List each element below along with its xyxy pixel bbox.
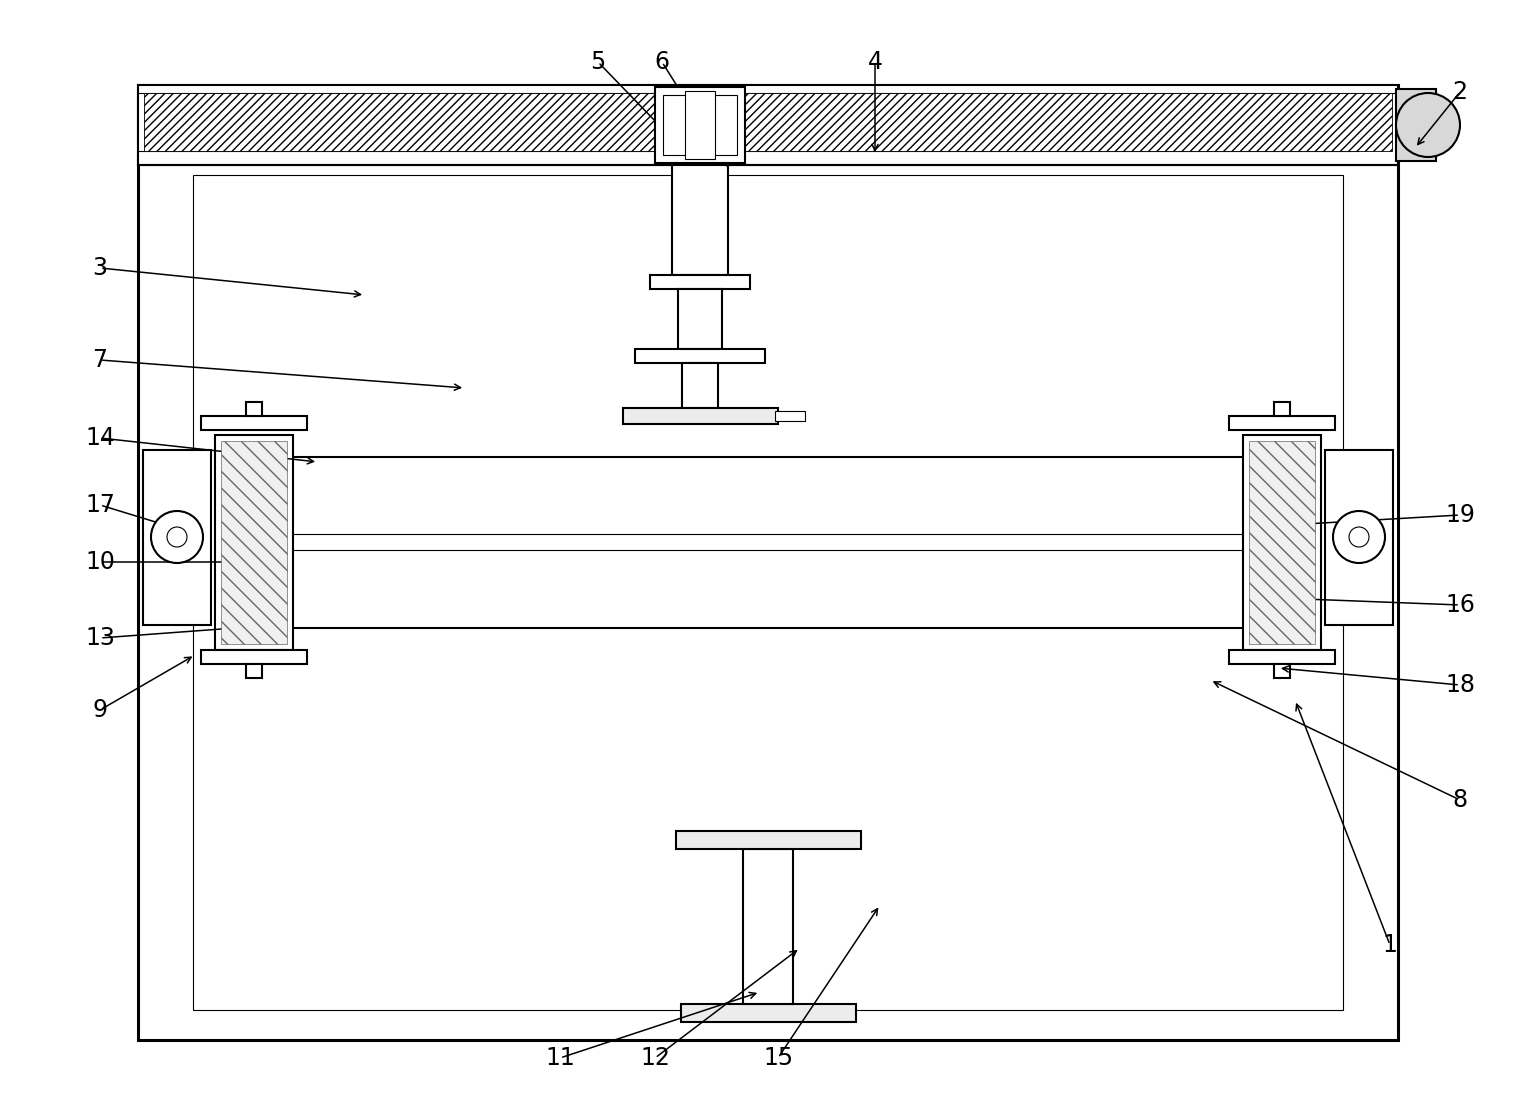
Bar (1325, 450, 1394, 626)
Text: 17: 17 (85, 493, 114, 518)
Text: 4: 4 (868, 50, 882, 73)
Bar (215, 435, 292, 650)
Bar (201, 416, 308, 430)
Bar (1229, 416, 1336, 430)
Text: 16: 16 (1445, 593, 1474, 617)
Bar (1397, 89, 1436, 161)
Text: 11: 11 (545, 1046, 574, 1070)
Text: 12: 12 (640, 1046, 670, 1070)
Text: 1: 1 (1383, 933, 1398, 957)
Circle shape (151, 511, 203, 563)
Bar (1249, 441, 1314, 644)
Bar (145, 93, 1392, 151)
Text: 2: 2 (1453, 80, 1468, 104)
Bar (663, 95, 737, 155)
Bar (139, 85, 1398, 165)
Text: 3: 3 (93, 256, 108, 280)
Bar (1229, 650, 1336, 664)
Text: 14: 14 (85, 426, 114, 450)
Bar (1275, 402, 1290, 416)
Bar (681, 1004, 856, 1022)
Text: 8: 8 (1453, 788, 1468, 812)
Bar (678, 289, 722, 349)
Bar (201, 650, 308, 664)
Bar (650, 275, 749, 289)
Bar (247, 664, 262, 678)
Bar (247, 402, 262, 416)
Bar (1275, 664, 1290, 678)
Text: 15: 15 (763, 1046, 793, 1070)
Bar (193, 175, 1343, 1009)
Text: 6: 6 (655, 50, 670, 73)
Text: 9: 9 (93, 698, 108, 722)
Bar (635, 349, 765, 363)
Text: 7: 7 (93, 348, 108, 372)
Bar (676, 831, 860, 849)
Bar (685, 91, 714, 159)
Circle shape (168, 526, 187, 546)
Circle shape (1349, 526, 1369, 546)
Circle shape (1333, 511, 1384, 563)
Bar (672, 165, 728, 275)
Bar (775, 411, 806, 421)
Bar (682, 363, 717, 408)
Text: 13: 13 (85, 626, 114, 650)
Text: 5: 5 (591, 50, 606, 73)
Bar (139, 85, 1398, 1040)
Text: 10: 10 (85, 550, 114, 574)
Bar (1243, 435, 1320, 650)
Bar (221, 441, 286, 644)
Bar (143, 450, 212, 626)
Bar (743, 849, 793, 1004)
Bar (623, 408, 778, 424)
Circle shape (1397, 93, 1461, 157)
Text: 19: 19 (1445, 503, 1474, 526)
Bar (655, 87, 745, 162)
Text: 18: 18 (1445, 673, 1474, 697)
